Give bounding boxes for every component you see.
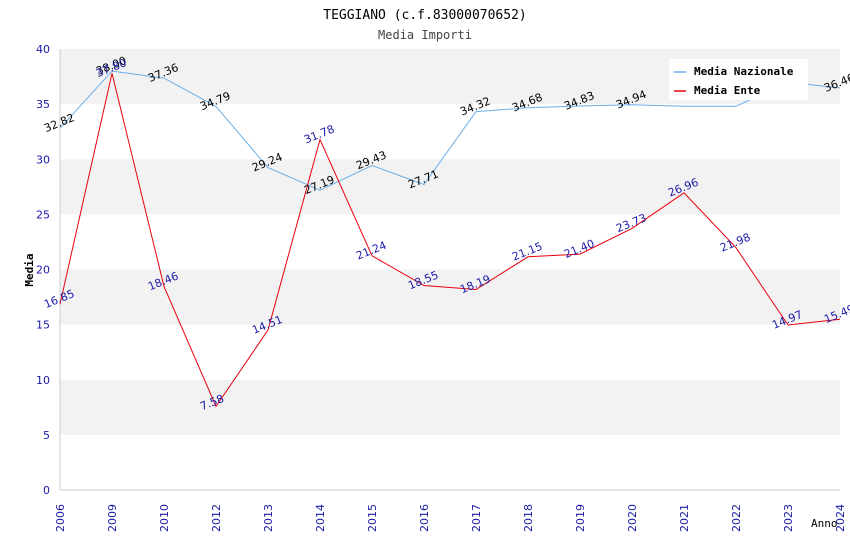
x-tick-label: 2018 (522, 504, 535, 532)
y-tick-label: 25 (36, 208, 50, 221)
y-tick-label: 35 (36, 98, 50, 111)
x-tick-label: 2010 (158, 504, 171, 532)
y-tick-label: 40 (36, 43, 50, 56)
y-axis: 0 5 10 15 20 25 30 35 40 (36, 43, 50, 497)
y-tick-label: 15 (36, 319, 50, 332)
x-tick-label: 2006 (54, 504, 67, 532)
chart-subtitle: Media Importi (378, 28, 472, 42)
plot-background (60, 49, 840, 490)
x-tick-label: 2009 (106, 504, 119, 532)
x-tick-label: 2016 (418, 504, 431, 532)
x-tick-label: 2023 (782, 504, 795, 532)
x-tick-label: 2015 (366, 504, 379, 532)
y-tick-label: 10 (36, 374, 50, 387)
chart-title: TEGGIANO (c.f.83000070652) (323, 8, 527, 23)
x-tick-label: 2024 (834, 504, 847, 532)
x-tick-label: 2019 (574, 504, 587, 532)
grid-band (60, 214, 840, 270)
x-tick-label: 2022 (730, 504, 743, 532)
grid-band (60, 434, 840, 490)
y-tick-label: 5 (43, 429, 50, 442)
x-axis: 2006 2009 2010 2012 2013 2014 2015 2016 2017 2018… (54, 504, 847, 532)
x-tick-label: 2021 (678, 504, 691, 532)
legend-label-ente: Media Ente (694, 84, 761, 97)
grid-band (60, 104, 840, 160)
legend: Media Nazionale Media Ente (669, 59, 808, 100)
grid-band (60, 269, 840, 325)
y-tick-label: 0 (43, 484, 50, 497)
grid-band (60, 324, 840, 380)
x-axis-label: Anno (811, 517, 838, 530)
y-axis-label: Media (23, 253, 36, 286)
x-tick-label: 2020 (626, 504, 639, 532)
x-tick-label: 2017 (470, 504, 483, 532)
y-tick-label: 20 (36, 264, 50, 277)
x-tick-label: 2014 (314, 504, 327, 532)
x-tick-label: 2013 (262, 504, 275, 532)
series-line-nazionale (59, 70, 841, 191)
grid-band (60, 379, 840, 435)
grid-band (60, 159, 840, 215)
series-line-ente (59, 73, 841, 408)
legend-label-nazionale: Media Nazionale (694, 65, 794, 78)
series-layer (59, 70, 841, 408)
legend-box (669, 59, 808, 100)
x-tick-label: 2012 (210, 504, 223, 532)
y-tick-label: 30 (36, 153, 50, 166)
